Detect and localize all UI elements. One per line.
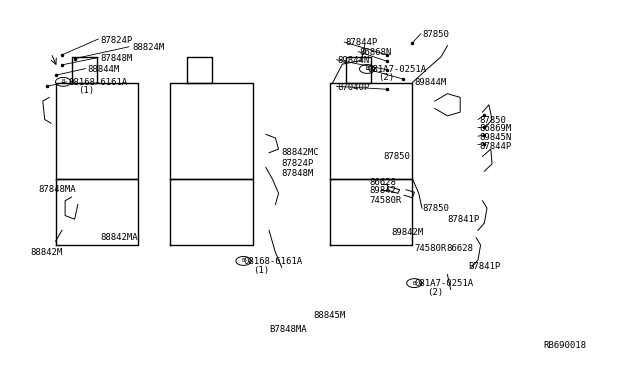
Text: 89844M: 89844M (414, 78, 447, 87)
Text: 08168-6161A: 08168-6161A (68, 78, 127, 87)
Text: 88842MC: 88842MC (282, 148, 319, 157)
Text: 86628: 86628 (446, 244, 473, 253)
Text: 88844M: 88844M (88, 65, 120, 74)
Text: 86869M: 86869M (479, 124, 511, 133)
Text: 08168-6161A: 08168-6161A (244, 257, 303, 266)
Text: 87848M: 87848M (100, 54, 132, 63)
Text: 87848MA: 87848MA (38, 185, 76, 194)
Text: 081A7-0251A: 081A7-0251A (368, 65, 427, 74)
Text: 89845N: 89845N (479, 133, 511, 142)
Text: 87850: 87850 (384, 152, 411, 161)
Text: B: B (413, 280, 416, 286)
Text: B: B (61, 79, 65, 84)
Text: 87848M: 87848M (282, 169, 314, 177)
Text: B7841P: B7841P (468, 262, 500, 271)
Text: 87824P: 87824P (100, 36, 132, 45)
Text: 89842M: 89842M (392, 228, 424, 237)
Text: 87841P: 87841P (447, 215, 480, 224)
Text: 86628: 86628 (370, 178, 397, 187)
Text: (1): (1) (78, 86, 94, 95)
Text: (2): (2) (379, 73, 395, 82)
Text: B: B (365, 67, 369, 71)
Text: 87040P: 87040P (338, 83, 370, 92)
Text: 88845M: 88845M (314, 311, 346, 320)
Text: 86868N: 86868N (360, 48, 392, 57)
Text: 89842: 89842 (370, 186, 397, 195)
Text: 87844P: 87844P (346, 38, 378, 47)
Text: 89844N: 89844N (338, 56, 370, 65)
Text: 88842MA: 88842MA (100, 233, 138, 242)
Text: 87850: 87850 (479, 116, 506, 125)
Text: (2): (2) (427, 288, 443, 297)
Text: 88824M: 88824M (132, 43, 164, 52)
Text: 87850: 87850 (422, 30, 449, 39)
Text: B7848MA: B7848MA (269, 325, 307, 334)
Text: 87844P: 87844P (479, 142, 511, 151)
Text: 87850: 87850 (422, 203, 449, 213)
Text: 74580R: 74580R (370, 196, 402, 205)
Text: 88842M: 88842M (30, 248, 62, 257)
Text: (1): (1) (253, 266, 269, 275)
Text: 081A7-0251A: 081A7-0251A (414, 279, 474, 288)
Text: 87824P: 87824P (282, 158, 314, 168)
Text: RB690018: RB690018 (543, 341, 586, 350)
Text: 74580R: 74580R (414, 244, 447, 253)
Text: B: B (242, 259, 245, 263)
